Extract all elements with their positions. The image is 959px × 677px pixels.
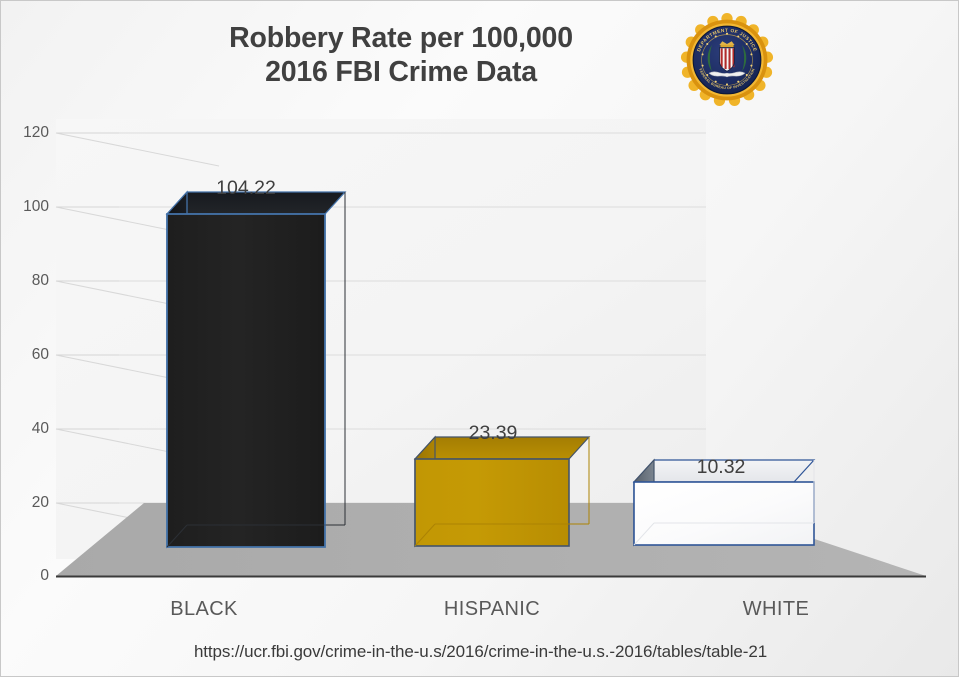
seal-banner bbox=[708, 71, 746, 78]
category-label-black: BLACK bbox=[170, 598, 238, 620]
fbi-seal-icon: DEPARTMENT OF JUSTICE FEDERAL BUREAU OF … bbox=[680, 13, 774, 107]
y-tick-60: 60 bbox=[31, 346, 49, 363]
category-label-hispanic: HISPANIC bbox=[443, 598, 541, 620]
y-tick-100: 100 bbox=[23, 198, 49, 215]
data-label-black: 104.22 bbox=[216, 177, 276, 199]
axis-depth-lines bbox=[56, 132, 119, 504]
y-tick-0: 0 bbox=[40, 567, 49, 584]
seal-stars bbox=[701, 32, 753, 86]
data-label-white: 10.32 bbox=[696, 456, 746, 478]
seal-shield bbox=[719, 47, 735, 72]
category-label-white: WHITE bbox=[742, 598, 810, 620]
seal-laurel-left bbox=[707, 44, 712, 72]
source-url-text: https://ucr.fbi.gov/crime-in-the-u.s/201… bbox=[193, 642, 768, 661]
y-tick-120: 120 bbox=[23, 124, 49, 141]
y-axis: 0 20 40 60 80 100 120 bbox=[1, 1, 49, 676]
bar-white[interactable] bbox=[632, 458, 816, 547]
chart-title-line-1: Robbery Rate per 100,000 bbox=[229, 22, 573, 54]
plot-back-wall bbox=[56, 119, 706, 559]
y-tick-40: 40 bbox=[31, 420, 49, 437]
y-tick-20: 20 bbox=[31, 494, 49, 511]
chart-title: Robbery Rate per 100,000 2016 FBI Crime … bbox=[121, 21, 681, 89]
data-label-hispanic: 23.39 bbox=[468, 422, 518, 444]
seal-laurel-right bbox=[742, 44, 747, 72]
bar-black[interactable] bbox=[165, 190, 347, 549]
bar-hispanic[interactable] bbox=[413, 435, 591, 548]
y-tick-80: 80 bbox=[31, 272, 49, 289]
chart-title-line-2: 2016 FBI Crime Data bbox=[265, 56, 537, 89]
seal-crown bbox=[719, 41, 735, 45]
